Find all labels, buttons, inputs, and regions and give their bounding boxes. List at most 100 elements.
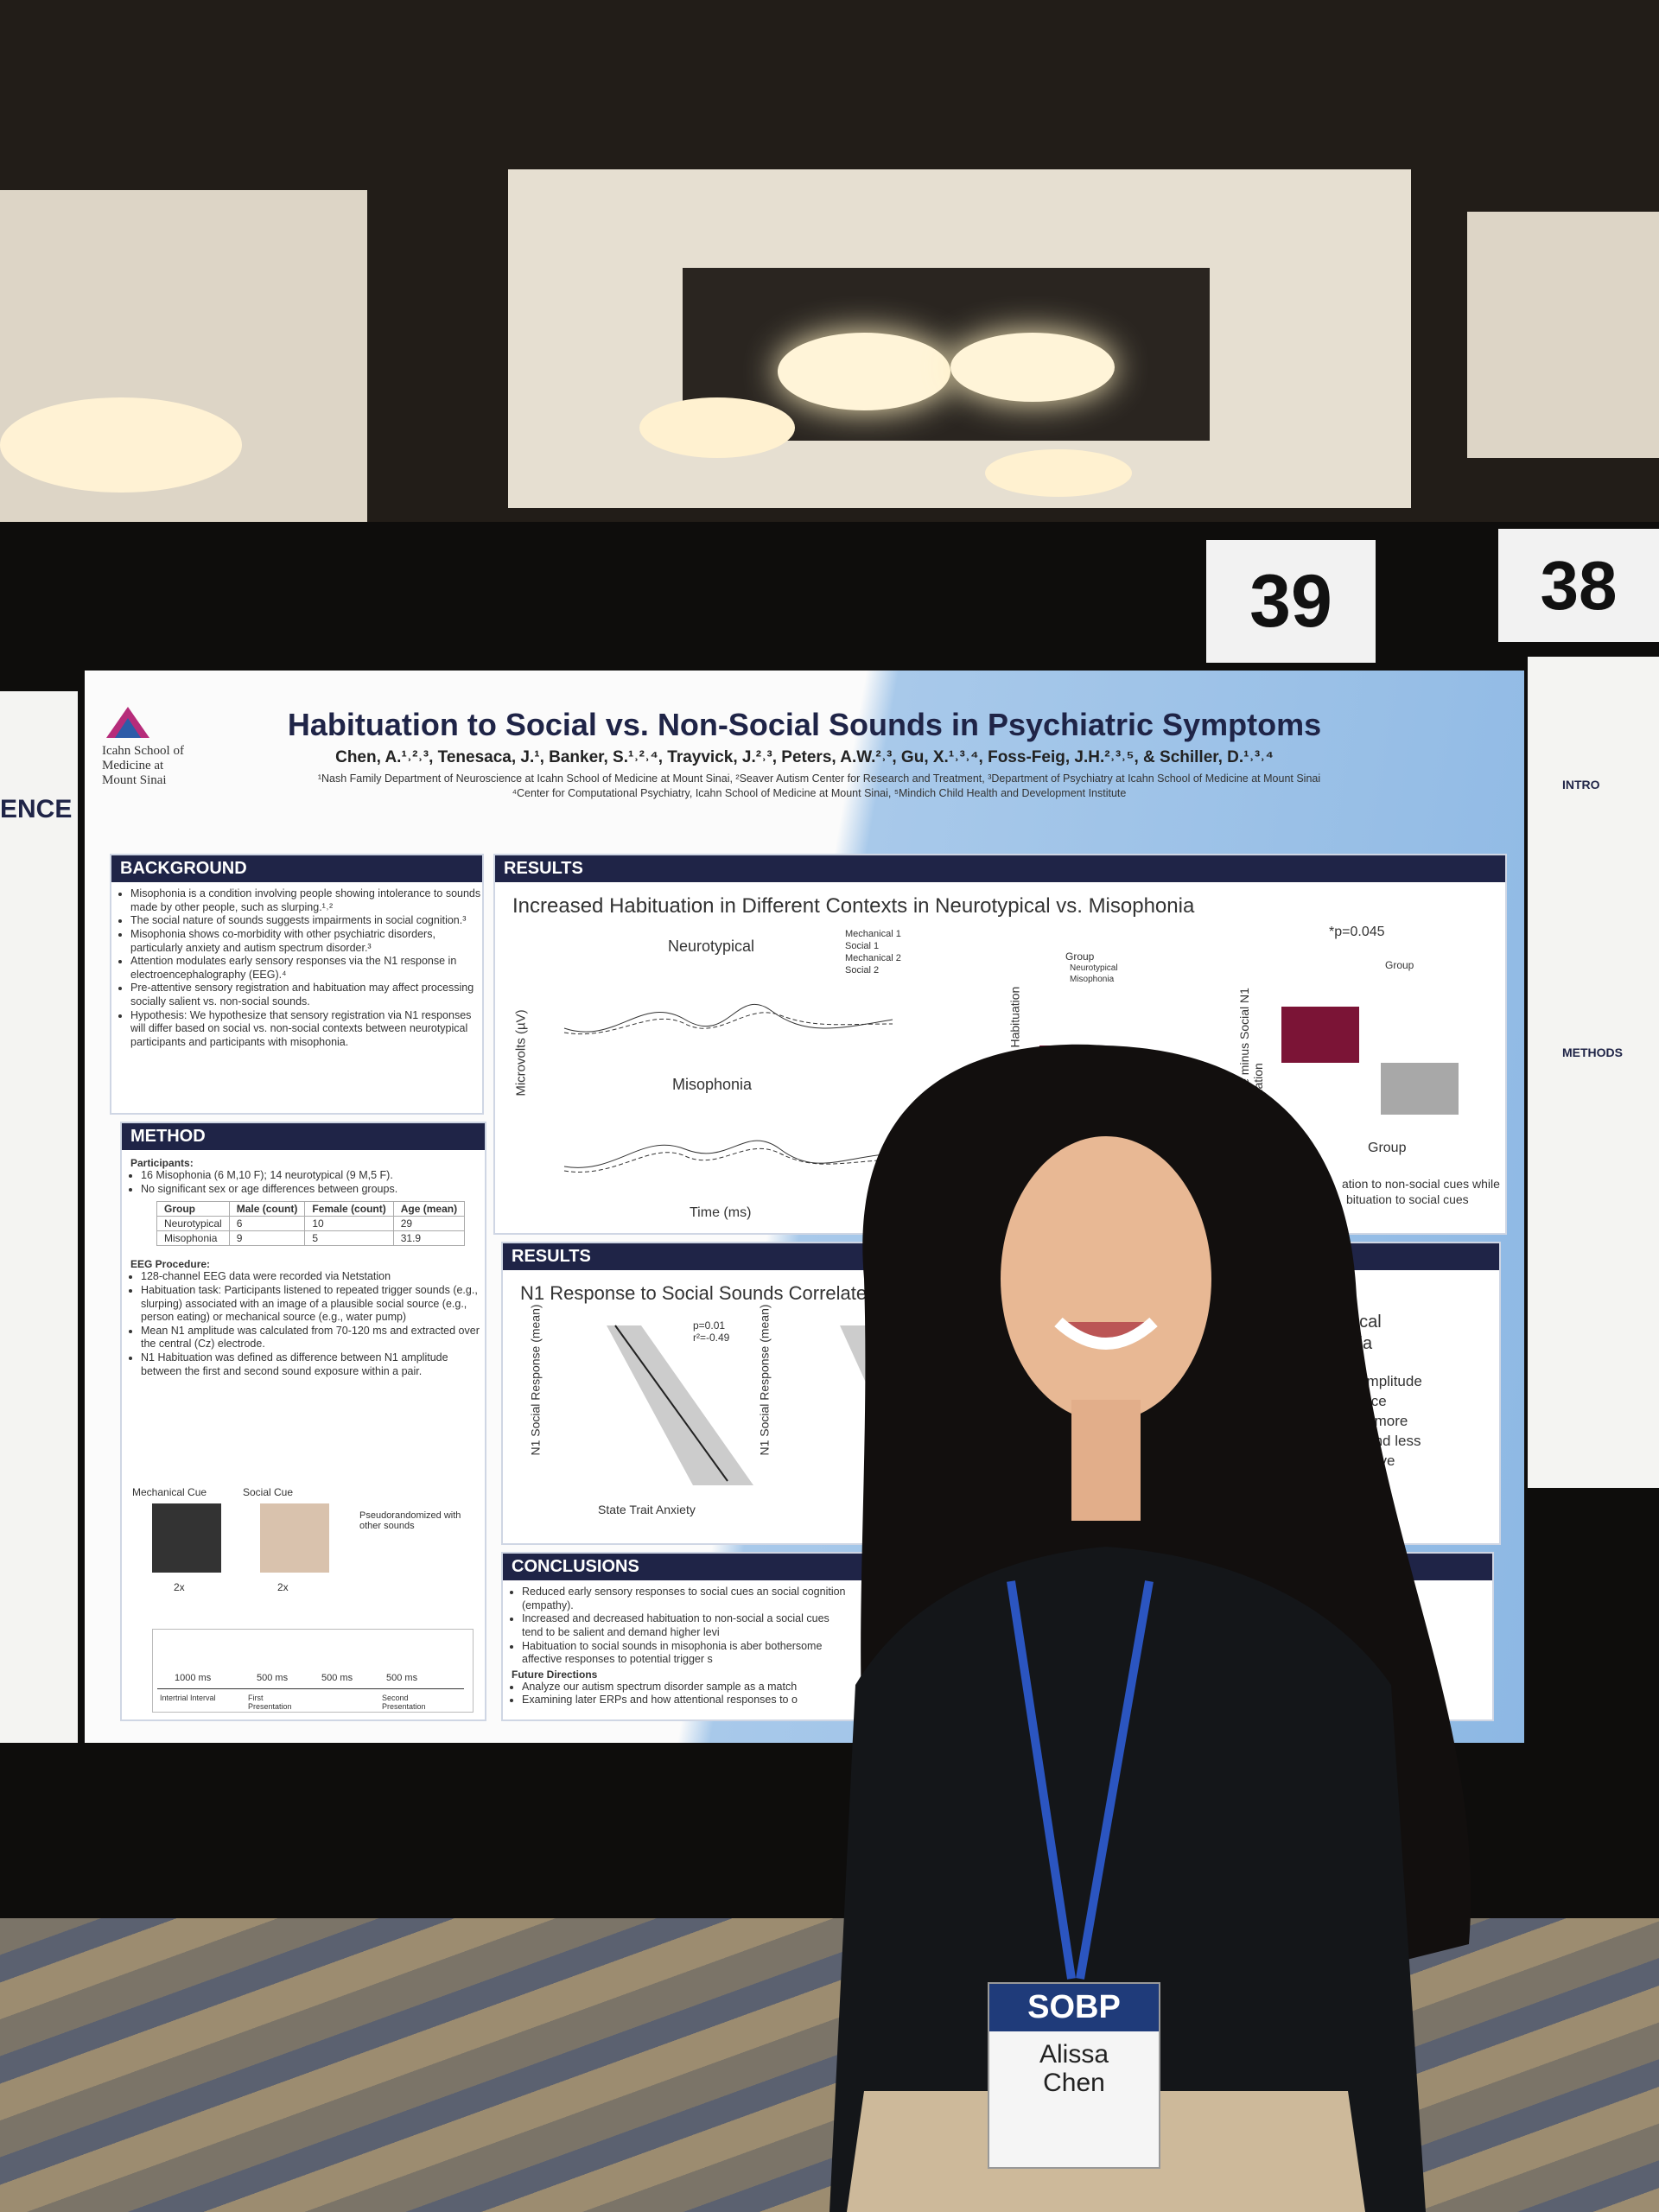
bullet: Examining later ERPs and how attentional… [522, 1694, 885, 1707]
bullet: Reduced early sensory responses to socia… [522, 1586, 850, 1612]
label: 500 ms [257, 1673, 289, 1683]
logo-text: Icahn School of Medicine at Mount Sinai [102, 744, 184, 787]
poster-title: Habituation to Social vs. Non-Social Sou… [287, 707, 1322, 742]
caption: ation to non-social cues while [1342, 1177, 1500, 1191]
badge: SOBP Alissa Chen [988, 1982, 1160, 2169]
waveform [563, 1140, 893, 1168]
poster-text: ENCE [0, 795, 73, 823]
poster-heading: INTRO [1562, 778, 1600, 791]
light [0, 397, 242, 493]
bullet: Analyze our autism spectrum disorder sam… [522, 1681, 885, 1694]
bullet: N1 Habituation was defined as difference… [141, 1351, 485, 1378]
label: Future Directions [512, 1668, 598, 1681]
legend-entry: Social 2 [845, 965, 880, 976]
bullet-list: Analyze our autism spectrum disorder sam… [503, 1681, 885, 1707]
bullet-list: 128-channel EEG data were recorded via N… [122, 1270, 485, 1378]
panel-label: Neurotypical [668, 938, 755, 955]
affiliation: ⁴Center for Computational Psychiatry, Ic… [512, 787, 1127, 799]
bullet-list: Misophonia is a condition involving peop… [111, 887, 482, 1050]
badge-org: SOBP [989, 1984, 1159, 2031]
legend-title: Group [1065, 950, 1095, 963]
cue-label: Mechanical Cue [132, 1486, 207, 1498]
section-heading: METHOD [122, 1123, 485, 1150]
light [639, 397, 795, 458]
axis-label: Time (ms) [690, 1205, 752, 1220]
method-section: METHOD Participants: 16 Misophonia (6 M,… [120, 1122, 486, 1721]
bullet: Increased and decreased habituation to n… [522, 1612, 850, 1639]
label: Participants: [130, 1157, 194, 1169]
section-heading: RESULTS [495, 855, 1505, 882]
cue-image [152, 1503, 221, 1573]
label: First Presentation [248, 1694, 292, 1711]
axis [157, 1688, 464, 1689]
bullet: Misophonia shows co-morbidity with other… [130, 928, 482, 955]
ceiling-panel [1467, 212, 1659, 458]
bullet: 128-channel EEG data were recorded via N… [141, 1270, 485, 1284]
table-header: Group [156, 1201, 230, 1217]
legend-entry: Mechanical 2 [845, 953, 901, 963]
side-poster: ENCE [0, 691, 78, 1743]
label: Second Presentation [382, 1694, 426, 1711]
logo-mark [106, 707, 149, 738]
label: 2x [174, 1581, 185, 1593]
label: 500 ms [321, 1673, 353, 1683]
bullet: Habituation task: Participants listened … [141, 1284, 485, 1325]
side-poster: INTRO METHODS [1528, 657, 1659, 1488]
bullet: 16 Misophonia (6 M,10 F); 14 neurotypica… [141, 1169, 485, 1183]
waveform [563, 1012, 893, 1034]
bar-shape [1281, 1007, 1359, 1063]
light [950, 333, 1115, 402]
legend-entry: Mechanical 1 [845, 929, 901, 939]
waveform [563, 1148, 893, 1173]
results-title: Increased Habituation in Different Conte… [512, 894, 1195, 918]
legend-entry: Misophonia [1070, 975, 1115, 984]
legend-entry: Neurotypical [1070, 963, 1118, 973]
legend-title: Group [1385, 959, 1414, 971]
bullet: No significant sex or age differences be… [141, 1183, 485, 1197]
neck [1071, 1400, 1141, 1521]
affiliation: ¹Nash Family Department of Neuroscience … [317, 772, 1321, 785]
bullet: Hypothesis: We hypothesize that sensory … [130, 1009, 482, 1050]
legend-entry: Social 1 [845, 941, 880, 951]
booth-number: 38 [1498, 529, 1659, 642]
table-header: Age (mean) [392, 1201, 466, 1217]
label: 1000 ms [175, 1673, 212, 1683]
bullet: Pre-attentive sensory registration and h… [130, 982, 482, 1008]
bullet: Habituation to social sounds in misophon… [522, 1640, 850, 1667]
label: EEG Procedure: [130, 1258, 211, 1271]
cue-image [260, 1503, 329, 1573]
table-cell: 9 [228, 1230, 306, 1247]
poster-authors: Chen, A.¹˒²˒³, Tenesaca, J.¹, Banker, S.… [335, 748, 1274, 766]
light [778, 333, 950, 410]
axis-label: Group [1368, 1141, 1407, 1155]
logo: Icahn School of Medicine at Mount Sinai [102, 705, 188, 788]
poster-heading: METHODS [1562, 1046, 1623, 1059]
bullet-list: Reduced early sensory responses to socia… [503, 1586, 850, 1667]
table-cell: Misophonia [156, 1230, 230, 1247]
caption: bituation to social cues [1346, 1192, 1469, 1206]
light [985, 449, 1132, 497]
axis-label: State Trait Anxiety [598, 1503, 696, 1516]
waveform [563, 1004, 893, 1033]
table: Group Male (count) Female (count) Age (mean… [156, 1201, 466, 1247]
panel-label: Misophonia [672, 1076, 753, 1093]
fit-line [614, 1325, 728, 1482]
badge-name: Alissa Chen [1039, 2040, 1109, 2097]
face [1001, 1136, 1211, 1421]
cue-label: Social Cue [243, 1486, 294, 1498]
results-title: N1 Response to Social Sounds Correlated … [520, 1282, 897, 1304]
bullet: Misophonia is a condition involving peop… [130, 887, 482, 914]
background-section: BACKGROUND Misophonia is a condition inv… [110, 854, 484, 1115]
section-heading: BACKGROUND [111, 855, 482, 882]
table-cell: 31.9 [392, 1230, 466, 1247]
shirt [830, 1547, 1426, 2212]
lanyard [1007, 1580, 1154, 1980]
label: Pseudorandomized with other sounds [359, 1510, 461, 1531]
label: Intertrial Interval [160, 1694, 216, 1702]
bullet: The social nature of sounds suggests imp… [130, 914, 482, 928]
results-section: RESULTS Increased Habituation in Differe… [493, 854, 1507, 1235]
annotation: *p=0.045 [1329, 925, 1385, 939]
timeline: 1000 ms 500 ms 500 ms 500 ms Intertrial … [152, 1629, 474, 1713]
